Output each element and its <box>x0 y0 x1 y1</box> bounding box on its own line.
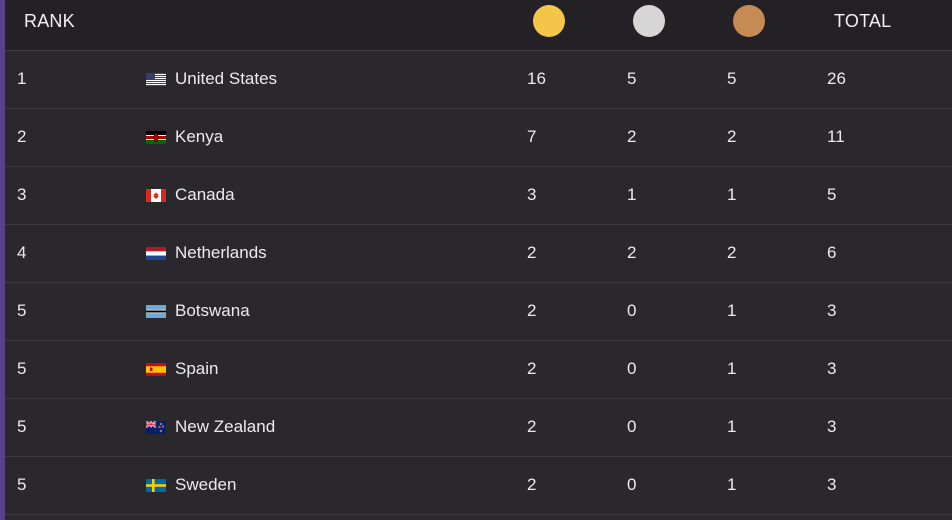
total-count: 6 <box>827 243 837 262</box>
rank-cell: 5 <box>17 417 27 436</box>
table-row[interactable]: 4 Netherlands 2 2 2 6 <box>5 224 952 282</box>
silver-count: 0 <box>627 359 637 378</box>
kenya-flag-icon <box>146 131 166 144</box>
gold-count: 16 <box>527 69 546 88</box>
sweden-flag-icon <box>146 479 166 492</box>
canada-flag-icon <box>146 189 166 202</box>
silver-count: 2 <box>627 127 637 146</box>
bronze-count: 2 <box>727 243 737 262</box>
silver-count: 0 <box>627 301 637 320</box>
gold-count: 2 <box>527 243 537 262</box>
bronze-medal-icon[interactable] <box>733 5 765 37</box>
total-column-header[interactable]: TOTAL <box>834 11 892 31</box>
country-name[interactable]: Spain <box>175 359 219 378</box>
botswana-flag-icon <box>146 305 166 318</box>
rank-cell: 3 <box>17 185 27 204</box>
rank-cell: 1 <box>17 69 27 88</box>
silver-count: 5 <box>627 69 637 88</box>
rank-cell: 4 <box>17 243 27 262</box>
gold-count: 2 <box>527 359 537 378</box>
rank-column-header[interactable]: RANK <box>24 11 75 31</box>
silver-count: 0 <box>627 475 637 494</box>
left-accent-bar <box>0 0 5 520</box>
country-name[interactable]: New Zealand <box>175 417 276 436</box>
silver-count: 2 <box>627 243 637 262</box>
bronze-count: 1 <box>727 185 737 204</box>
medal-table: RANK TOTAL 1 United States 16 5 5 26 2 K… <box>5 0 952 515</box>
table-row[interactable]: 5 Spain 2 0 1 3 <box>5 340 952 398</box>
table-row[interactable]: 1 United States 16 5 5 26 <box>5 50 952 108</box>
bronze-count: 1 <box>727 301 737 320</box>
netherlands-flag-icon <box>146 247 166 260</box>
new-zealand-flag-icon <box>146 421 166 434</box>
table-body: 1 United States 16 5 5 26 2 Kenya 7 2 2 … <box>5 50 952 514</box>
rank-cell: 2 <box>17 127 27 146</box>
total-count: 26 <box>827 69 846 88</box>
table-divider <box>5 514 952 515</box>
spain-flag-icon <box>146 363 166 376</box>
silver-medal-icon[interactable] <box>633 5 665 37</box>
total-count: 3 <box>827 475 837 494</box>
bronze-count: 1 <box>727 417 737 436</box>
rank-cell: 5 <box>17 475 27 494</box>
table-header: RANK TOTAL <box>5 0 952 50</box>
gold-count: 2 <box>527 475 537 494</box>
total-count: 3 <box>827 301 837 320</box>
bronze-count: 1 <box>727 359 737 378</box>
table-row[interactable]: 2 Kenya 7 2 2 11 <box>5 108 952 166</box>
gold-count: 3 <box>527 185 537 204</box>
total-count: 3 <box>827 417 837 436</box>
bronze-count: 1 <box>727 475 737 494</box>
rank-cell: 5 <box>17 359 27 378</box>
silver-count: 1 <box>627 185 637 204</box>
table-row[interactable]: 5 Botswana 2 0 1 3 <box>5 282 952 340</box>
country-name[interactable]: Botswana <box>175 301 250 320</box>
table-row[interactable]: 3 Canada 3 1 1 5 <box>5 166 952 224</box>
country-name[interactable]: Kenya <box>175 127 224 146</box>
total-count: 3 <box>827 359 837 378</box>
bronze-count: 2 <box>727 127 737 146</box>
total-count: 11 <box>827 127 845 146</box>
total-count: 5 <box>827 185 837 204</box>
rank-cell: 5 <box>17 301 27 320</box>
gold-count: 7 <box>527 127 537 146</box>
gold-count: 2 <box>527 301 537 320</box>
silver-count: 0 <box>627 417 637 436</box>
country-name[interactable]: Canada <box>175 185 235 204</box>
gold-count: 2 <box>527 417 537 436</box>
gold-medal-icon[interactable] <box>533 5 565 37</box>
table-row[interactable]: 5 Sweden 2 0 1 3 <box>5 456 952 514</box>
country-name[interactable]: Sweden <box>175 475 237 494</box>
country-name[interactable]: Netherlands <box>175 243 267 262</box>
country-name[interactable]: United States <box>175 69 278 88</box>
table-row[interactable]: 5 New Zealand 2 0 1 3 <box>5 398 952 456</box>
us-flag-icon <box>146 73 166 86</box>
bronze-count: 5 <box>727 69 737 88</box>
